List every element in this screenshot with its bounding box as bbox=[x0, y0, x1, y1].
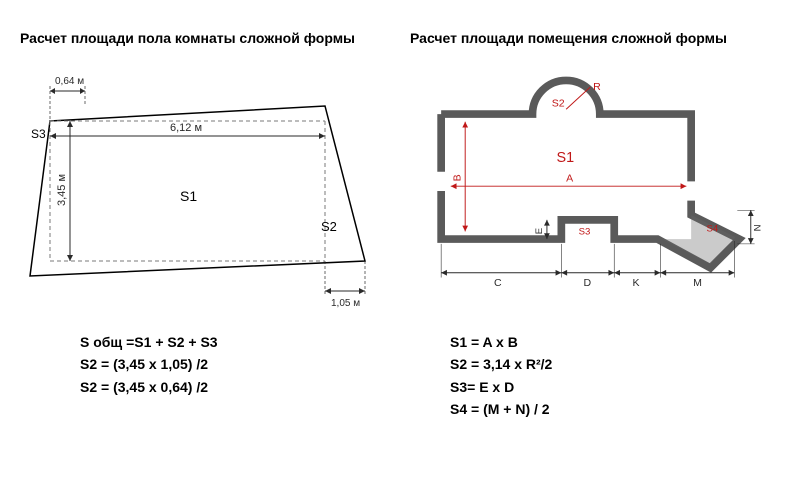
formula-line: S4 = (M + N) / 2 bbox=[450, 398, 780, 420]
floor-plan: A B R S1 S2 S3 S4 bbox=[441, 80, 763, 289]
region-s4-r: S4 bbox=[707, 223, 719, 234]
region-s1: S1 bbox=[180, 188, 197, 204]
region-s3-r: S3 bbox=[579, 226, 591, 237]
dim-n: N bbox=[752, 224, 763, 231]
formula-line: S3= E x D bbox=[450, 376, 780, 398]
dim-right-ext-label: 1,05 м bbox=[331, 298, 360, 309]
dim-r-label: R bbox=[593, 81, 601, 93]
region-s3: S3 bbox=[31, 127, 46, 141]
dim-width-label: 6,12 м bbox=[170, 122, 202, 134]
formula-line: S общ =S1 + S2 + S3 bbox=[80, 331, 390, 353]
dim-height-label: 3,45 м bbox=[56, 174, 68, 206]
dim-r-line bbox=[566, 87, 590, 109]
dim-a-label: A bbox=[566, 172, 574, 184]
formula-line: S2 = 3,14 x R²/2 bbox=[450, 353, 780, 375]
region-s1-r: S1 bbox=[557, 150, 575, 166]
left-formulas: S общ =S1 + S2 + S3 S2 = (3,45 x 1,05) /… bbox=[20, 331, 390, 398]
right-panel: Расчет площади помещения сложной формы A bbox=[410, 30, 780, 480]
left-drawing: 0,64 м 6,12 м 3,45 м 1,05 м S bbox=[20, 66, 390, 316]
dim-d: D bbox=[583, 277, 591, 289]
right-drawing: A B R S1 S2 S3 S4 bbox=[410, 66, 780, 316]
right-title: Расчет площади помещения сложной формы bbox=[410, 30, 780, 46]
region-s2-r: S2 bbox=[552, 97, 565, 109]
dim-c: C bbox=[494, 277, 502, 289]
formula-line: S2 = (3,45 x 0,64) /2 bbox=[80, 376, 390, 398]
dim-e: E bbox=[534, 228, 545, 234]
dim-top-ext-label: 0,64 м bbox=[55, 76, 84, 87]
right-formulas: S1 = A x B S2 = 3,14 x R²/2 S3= E x D S4… bbox=[410, 331, 780, 421]
formula-line: S1 = A x B bbox=[450, 331, 780, 353]
left-panel: Расчет площади пола комнаты сложной форм… bbox=[20, 30, 390, 480]
dim-k: K bbox=[633, 277, 640, 289]
region-s2: S2 bbox=[321, 219, 337, 234]
left-title: Расчет площади пола комнаты сложной форм… bbox=[20, 30, 390, 46]
dim-b-label: B bbox=[451, 174, 463, 181]
diagram-container: Расчет площади пола комнаты сложной форм… bbox=[0, 0, 800, 500]
dim-m: M bbox=[693, 277, 702, 289]
formula-line: S2 = (3,45 x 1,05) /2 bbox=[80, 353, 390, 375]
